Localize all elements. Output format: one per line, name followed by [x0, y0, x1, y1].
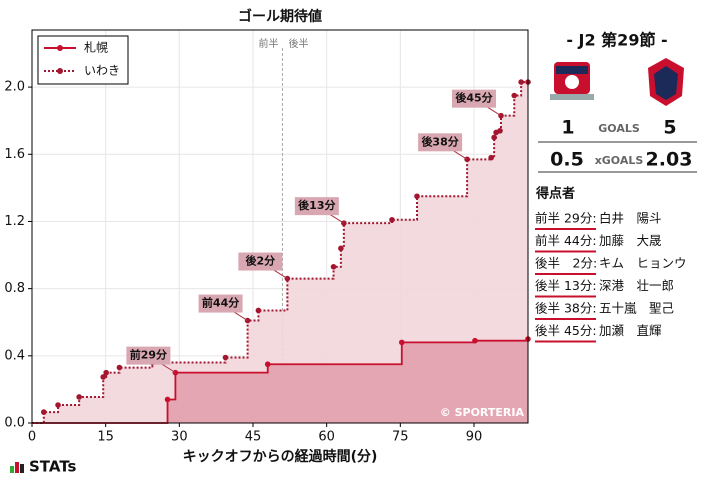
shot-point: [76, 394, 82, 400]
shot-point: [497, 127, 503, 134]
legend-marker: [57, 68, 63, 74]
shot-point: [338, 245, 344, 252]
shot-point: [472, 337, 478, 344]
annotation-label: 後38分: [421, 134, 458, 148]
annotation-label: 後45分: [455, 91, 492, 105]
home-xg: 0.5: [550, 149, 584, 171]
annotation-box: [126, 346, 171, 365]
shot-point: [264, 361, 271, 368]
scorer-name: 白井 陽斗: [599, 211, 662, 226]
y-tick-label: 0.4: [4, 348, 25, 363]
x-axis-label: キックオフからの経過時間(分): [183, 448, 378, 465]
shot-point: [398, 339, 405, 346]
scorer-time: 後半 13分:: [535, 278, 597, 293]
x-tick-label: 45: [245, 430, 262, 445]
brand-name: STATs: [29, 458, 77, 476]
shot-point: [464, 156, 470, 163]
shot-point: [100, 374, 107, 380]
annotation-label: 後13分: [298, 198, 335, 212]
annotation-label: 前29分: [130, 348, 167, 362]
xg-label: xGOALS: [595, 154, 644, 167]
shot-point: [488, 154, 494, 161]
plot-frame: [31, 29, 529, 424]
scorer-time: 前半 29分:: [535, 211, 597, 226]
scorers-title: 得点者: [535, 186, 575, 202]
x-tick-label: 75: [392, 430, 409, 445]
annotation-box: [198, 294, 243, 313]
scorer-name: 深港 壮一郎: [599, 278, 674, 293]
x-tick-label: 60: [318, 430, 335, 445]
away-goals: 5: [663, 117, 676, 139]
scorer-name: 五十嵐 聖己: [599, 301, 674, 316]
scorer-time: 後半 45分:: [535, 323, 597, 338]
halftime-label: 後半: [288, 37, 308, 50]
y-tick-label: 1.2: [4, 214, 25, 229]
legend-label: 札幌: [84, 40, 108, 55]
legend-box: [37, 35, 129, 85]
annotation-box: [238, 252, 283, 271]
scorer-name: 加藤 大晟: [599, 233, 662, 248]
annotation-box: [294, 197, 339, 216]
x-tick-label: 15: [97, 430, 114, 445]
y-tick-label: 1.6: [4, 147, 25, 162]
shot-point: [341, 220, 347, 226]
scorer-time: 後半 2分:: [535, 256, 597, 271]
goals-label: GOALS: [598, 122, 640, 135]
area: [32, 82, 528, 424]
credit: © SPORTERIA: [440, 406, 525, 419]
chart-title: ゴール期待値: [238, 8, 322, 25]
shot-point: [55, 402, 61, 408]
x-tick-label: 90: [466, 430, 483, 445]
brand: STATs: [10, 458, 77, 476]
shot-point: [164, 396, 171, 403]
x-tick-label: 0: [28, 430, 36, 445]
scorer-name: 加瀬 直輝: [599, 323, 662, 338]
shot-point: [389, 216, 395, 223]
shot-point: [491, 134, 497, 141]
away-xg: 2.03: [646, 149, 693, 171]
home-logo: [550, 62, 594, 100]
shot-point: [414, 193, 420, 200]
shot-point: [255, 307, 262, 314]
annotation-box: [451, 89, 496, 108]
shot-point: [330, 264, 337, 270]
shot-point: [222, 354, 229, 361]
away-logo: [648, 58, 684, 106]
scorer-name: キム ヒョンウ: [599, 256, 687, 271]
area: [32, 339, 528, 423]
home-goals: 1: [561, 117, 574, 139]
legend-marker: [57, 45, 63, 51]
y-tick-label: 0.0: [4, 416, 25, 431]
shot-point: [40, 409, 47, 415]
y-tick-label: 0.8: [4, 281, 25, 296]
annotation-label: 後2分: [246, 254, 276, 268]
scorer-time: 前半 44分:: [535, 233, 597, 248]
y-tick-label: 2.0: [4, 80, 25, 95]
shot-point: [116, 364, 123, 371]
shot-point: [172, 369, 179, 376]
legend-label: いわき: [84, 64, 120, 78]
x-tick-label: 30: [171, 430, 188, 445]
shot-point: [511, 92, 518, 99]
shot-point: [518, 79, 524, 85]
shot-point: [284, 275, 291, 282]
halftime-label: 前半: [258, 37, 278, 50]
scorer-time: 後半 38分:: [535, 301, 597, 316]
match-title: - J2 第29節 -: [566, 31, 667, 50]
shot-point: [103, 369, 109, 376]
annotation-box: [418, 133, 463, 152]
annotation-label: 前44分: [202, 296, 239, 310]
